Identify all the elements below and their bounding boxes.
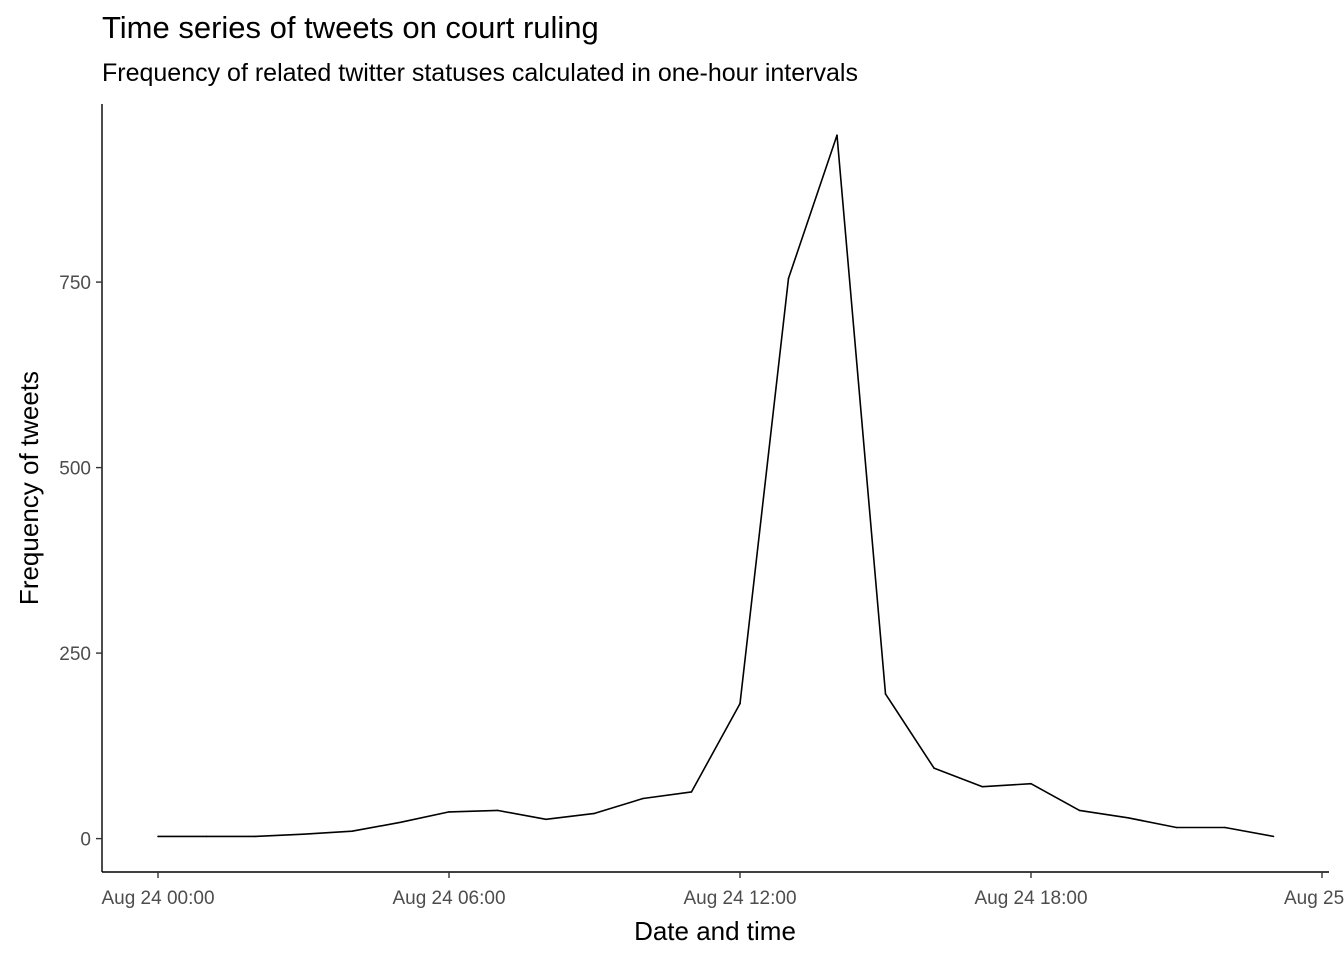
data-point [981,785,984,788]
data-point [884,693,887,695]
data-point [642,797,644,800]
data-point [836,134,838,136]
x-tick-label: Aug 25 0 [1284,888,1344,909]
y-tick-label: 500 [59,459,91,480]
data-point [1224,826,1226,829]
data-point [399,821,402,824]
x-tick-label: Aug 24 00:00 [101,888,214,909]
y-tick-label: 0 [80,830,91,851]
x-tick-label: Aug 24 12:00 [683,888,796,909]
data-point [1175,826,1178,829]
data-point [933,767,935,769]
y-axis-title: Frequency of tweets [14,371,44,605]
data-point [1078,809,1081,812]
x-tick-label: Aug 24 06:00 [392,888,505,909]
data-point [1030,782,1032,785]
data-point [1127,817,1129,819]
y-tick-label: 250 [59,644,91,665]
data-point [351,830,353,832]
x-tick-label: Aug 24 18:00 [974,888,1087,909]
x-axis-title: Date and time [634,916,796,946]
data-point [448,811,450,813]
data-point [496,809,499,812]
data-point [545,818,547,821]
data-point [593,812,596,815]
data-point [302,833,305,835]
series-points [157,134,1275,838]
chart-title: Time series of tweets on court ruling [102,10,599,45]
data-point [254,835,256,838]
data-point [1272,835,1275,838]
data-point [690,791,693,793]
data-point [787,277,790,280]
data-point [739,702,741,705]
series-line [158,134,1274,838]
chart-subtitle: Frequency of related twitter statuses ca… [102,59,858,87]
data-point [157,835,159,838]
data-point [205,835,208,838]
y-axis-ticks: 0 250 500 750 [59,273,102,851]
y-tick-label: 750 [59,273,91,294]
x-axis-ticks: Aug 24 00:00 Aug 24 06:00 Aug 24 12:00 Aug … [101,872,1344,909]
